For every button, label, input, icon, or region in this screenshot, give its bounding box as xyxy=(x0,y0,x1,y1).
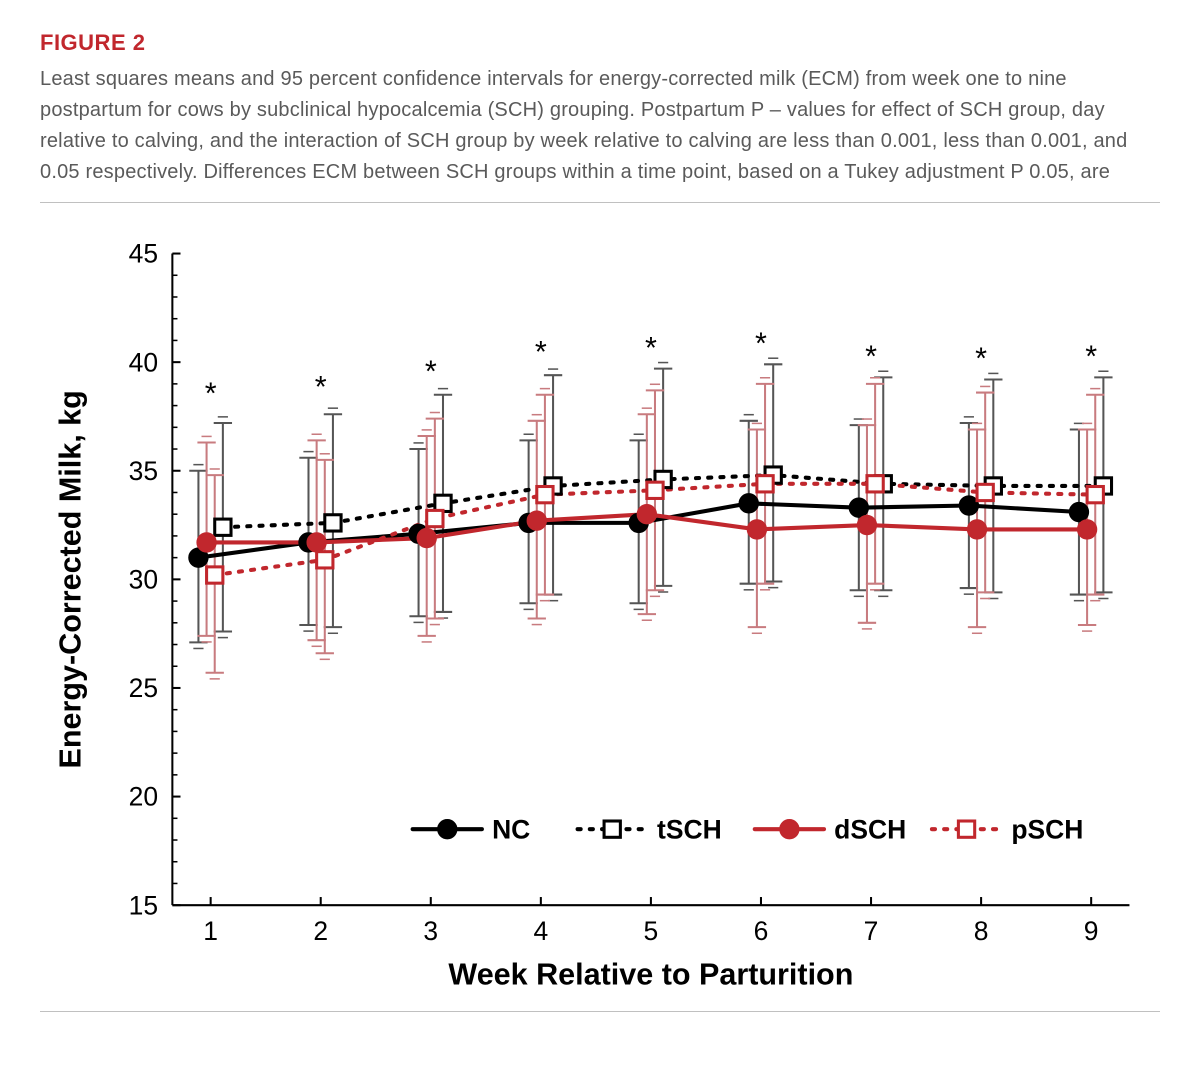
svg-text:2: 2 xyxy=(313,916,328,946)
svg-text:7: 7 xyxy=(864,916,879,946)
svg-text:15: 15 xyxy=(129,890,158,920)
svg-text:9: 9 xyxy=(1084,916,1099,946)
svg-text:*: * xyxy=(315,370,327,404)
bottom-rule xyxy=(40,1011,1160,1012)
svg-text:tSCH: tSCH xyxy=(657,814,722,844)
top-rule xyxy=(40,202,1160,203)
svg-text:Energy-Corrected Milk, kg: Energy-Corrected Milk, kg xyxy=(54,390,88,768)
svg-text:*: * xyxy=(425,355,437,389)
svg-text:30: 30 xyxy=(129,565,158,595)
svg-text:NC: NC xyxy=(492,814,530,844)
svg-text:*: * xyxy=(865,339,877,373)
svg-text:4: 4 xyxy=(533,916,548,946)
svg-text:8: 8 xyxy=(974,916,989,946)
svg-text:25: 25 xyxy=(129,673,158,703)
svg-text:20: 20 xyxy=(129,782,158,812)
svg-text:*: * xyxy=(205,376,217,410)
ecm-chart: 15202530354045123456789Week Relative to … xyxy=(40,223,1160,997)
svg-text:45: 45 xyxy=(129,239,158,269)
svg-text:Week Relative to Parturition: Week Relative to Parturition xyxy=(448,958,853,992)
svg-text:*: * xyxy=(645,331,657,365)
svg-text:*: * xyxy=(535,335,547,369)
svg-text:3: 3 xyxy=(423,916,438,946)
figure-label: FIGURE 2 xyxy=(40,30,1160,56)
svg-text:*: * xyxy=(1085,339,1097,373)
svg-text:6: 6 xyxy=(754,916,769,946)
svg-text:5: 5 xyxy=(644,916,659,946)
chart-svg: 15202530354045123456789Week Relative to … xyxy=(40,223,1160,997)
figure-caption: Least squares means and 95 percent confi… xyxy=(40,64,1160,188)
svg-text:pSCH: pSCH xyxy=(1011,814,1083,844)
svg-text:*: * xyxy=(755,326,767,360)
svg-text:1: 1 xyxy=(203,916,218,946)
svg-text:35: 35 xyxy=(129,456,158,486)
svg-text:*: * xyxy=(975,342,987,376)
svg-text:dSCH: dSCH xyxy=(834,814,906,844)
svg-text:40: 40 xyxy=(129,347,158,377)
